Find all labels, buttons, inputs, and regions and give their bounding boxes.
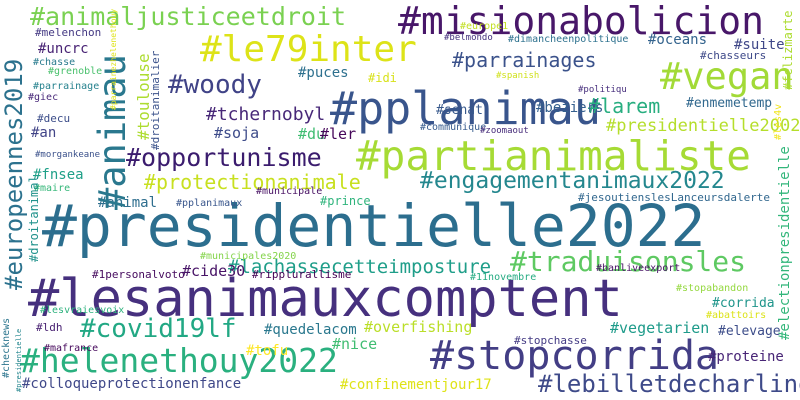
word-beziers: #beziers (536, 100, 604, 116)
word-electionpresidentielle: #electionpresidentielle (777, 146, 793, 340)
word-proteine: #proteine (708, 349, 784, 365)
word-suite: #suite (734, 37, 785, 53)
word-grenoble: #grenoble (48, 66, 103, 77)
word-checknews: #checknews (1, 317, 12, 378)
word-belmondo: #belmondo (444, 33, 493, 43)
word-lesanimauxcomptent: #lesanimauxcomptent (28, 269, 623, 329)
word-lesvraiesvoix: #lesvraiesvoix (40, 305, 125, 316)
word-prince: #prince (320, 194, 371, 208)
word-melenchon: #melenchon (35, 26, 102, 39)
word-an: #an (31, 125, 57, 141)
word-corrida: #corrida (712, 296, 775, 311)
word-enmemetemp: #enmemetemp (686, 96, 773, 111)
word-parrainage: #parrainage (33, 81, 100, 92)
word-stopcorrida: #stopcorrida (430, 333, 719, 379)
word-animal: #animal (98, 195, 158, 211)
word-1personalvoto: #1personalvoto (92, 268, 185, 281)
word-larem: #larem (588, 94, 661, 118)
word-stopchasse: #stopchasse (514, 334, 587, 347)
word-ripplurallisme: #ripplurallisme (252, 268, 352, 281)
word-pplanimau: #pplanimau (330, 82, 601, 135)
word-tofu: #tofu (246, 343, 289, 359)
word-helenethouy2022: #helenethouy2022 (20, 341, 338, 380)
word-11novembre: #11novembre (470, 272, 537, 283)
word-morgankeane: #morgankeane (35, 150, 101, 160)
word-ler: #ler (320, 125, 357, 143)
word-droitanimalier: #droitanimalier (149, 50, 162, 150)
word-europeennes2019: #europeennes2019 (0, 58, 28, 290)
word-quedelacom: #quedelacom (264, 322, 357, 338)
word-municipale: #municipale (256, 186, 323, 197)
word-opportunisme: #opportunisme (126, 143, 322, 172)
word-europe1: #europe1 (460, 21, 509, 32)
word-chasse: #chasse (33, 57, 76, 68)
word-pplanimaux: #pplanimaux (176, 198, 243, 209)
word-presidentielle2022: #presidentielle2022 (42, 192, 706, 260)
word-fnsea: #fnsea (33, 167, 84, 183)
word-abattoirs: #abattoirs (706, 310, 767, 321)
word-stopabandon: #stopabandon (676, 283, 749, 294)
word-idi: #idi (368, 71, 397, 85)
word-banliveexport: #banliveexport (596, 263, 681, 274)
word-zoomaout: #zoomaout (480, 126, 529, 136)
word-misionabolicion: #misionabolicion (398, 0, 765, 43)
word-jesoutienslesLanceursdalerte: #jesoutienslesLanceursdalerte (578, 191, 771, 204)
word-elevage: #elevage (718, 324, 781, 339)
word-nice: #nice (332, 335, 378, 353)
word-covid19lf: #covid19lf (80, 314, 237, 344)
word-lachassecetteimposture: #lachassecetteimposture (228, 256, 492, 278)
word-spanish: #spanish (496, 71, 540, 81)
word-overfishing: #overfishing (364, 318, 473, 336)
word-engagementanimaux2022: #engagementanimaux2022 (420, 168, 725, 194)
word-les4v: #les4v (773, 103, 784, 140)
word-protectionanimale: #protectionanimale (144, 170, 361, 194)
word-senat: #senat (436, 103, 483, 118)
word-municipales2020: #municipales2020 (200, 251, 297, 262)
word-parrainezhelenethouy: #parrainezhelenethouy (109, 8, 118, 110)
word-animaljusticeetdroit: #animaljusticeetdroit (30, 2, 347, 31)
word-soja: #soja (214, 124, 260, 142)
word-confinementjour17: #confinementjour17 (340, 377, 492, 393)
word-giec: #giec (28, 92, 59, 103)
word-colloqueprotectionenfance: #colloqueprotectionenfance (22, 376, 242, 392)
word-puces: #puces (298, 65, 349, 81)
word-ldh: #ldh (36, 321, 63, 334)
word-chasseurs: #chasseurs (700, 49, 767, 62)
word-dimancheenpolitique: #dimancheenpolitique (508, 34, 629, 45)
word-vegan: #vegan (660, 55, 794, 98)
word-parrainages: #parrainages (452, 48, 597, 72)
word-vegetarien: #vegetarien (610, 319, 710, 337)
word-politiqu: #politiqu (578, 85, 627, 95)
word-du: #du (298, 125, 326, 143)
word-lebilletdecharline: #lebilletdecharline (538, 370, 800, 398)
word-cide30: #cide30 (182, 262, 246, 280)
word-maire: #maire (34, 183, 71, 194)
word-traduisonsles: #traduisonsles (510, 245, 747, 278)
word-presidentielle2002: #presidentielle2002 (606, 116, 800, 136)
word-partianimaliste: #partianimaliste (356, 132, 751, 180)
word-mafrance: #mafrance (44, 343, 99, 354)
word-oceans: #oceans (648, 32, 708, 48)
word-presidentielle: #presidentielle (15, 328, 23, 392)
word-communique: #communique (420, 122, 487, 133)
word-decu: #decu (37, 112, 71, 125)
word-le79inter: #le79inter (200, 29, 417, 70)
word-felizmarte: #felizmarte (781, 10, 795, 90)
word-tchernobyl: #tchernobyl (206, 104, 326, 125)
word-woody: #woody (168, 70, 262, 100)
word-uncrc: #uncrc (38, 41, 89, 57)
word-droitanimal: #droitanimal (27, 175, 41, 262)
